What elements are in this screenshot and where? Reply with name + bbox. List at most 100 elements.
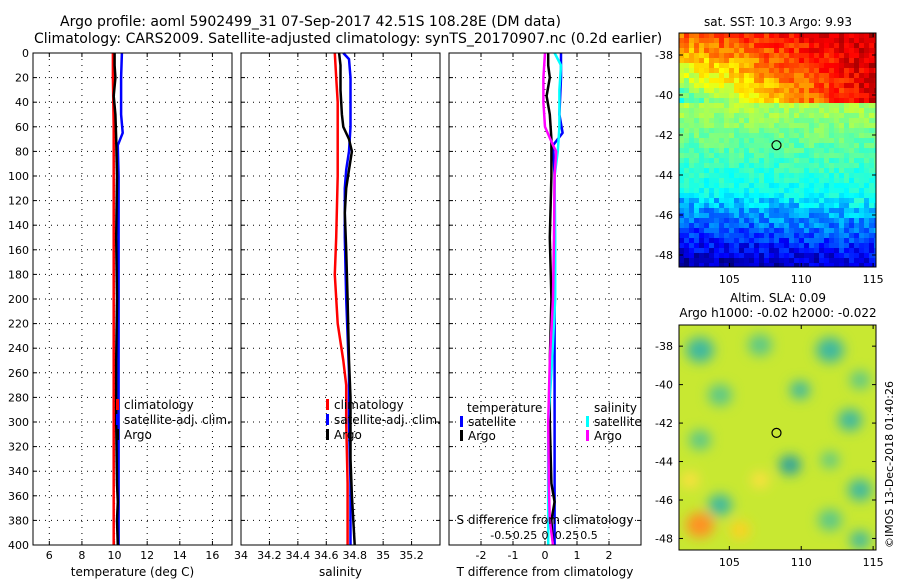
sst-cell: [709, 178, 714, 183]
sst-cell: [744, 188, 749, 193]
sst-cell: [869, 83, 874, 88]
sst-cell: [814, 243, 819, 248]
sst-cell: [799, 183, 804, 188]
sst-cell: [799, 73, 804, 78]
sst-cell: [719, 233, 724, 238]
sst-cell: [874, 48, 876, 53]
sst-cell: [769, 103, 774, 108]
sst-cell: [744, 78, 749, 83]
sst-cell: [684, 263, 689, 267]
x-tick-label: 0: [542, 549, 549, 562]
sst-cell: [774, 83, 779, 88]
sst-cell: [809, 83, 814, 88]
sst-cell: [764, 253, 769, 258]
sst-cell: [844, 83, 849, 88]
sst-cell: [819, 198, 824, 203]
sst-cell: [839, 158, 844, 163]
sst-cell: [679, 113, 684, 118]
sst-cell: [789, 223, 794, 228]
sst-cell: [709, 198, 714, 203]
sst-cell: [794, 113, 799, 118]
sst-cell: [684, 223, 689, 228]
sst-cell: [854, 253, 859, 258]
sst-cell: [739, 178, 744, 183]
sst-cell: [684, 83, 689, 88]
sst-cell: [804, 63, 809, 68]
sst-cell: [759, 48, 764, 53]
sst-cell: [689, 188, 694, 193]
sst-cell: [774, 193, 779, 198]
sst-cell: [754, 203, 759, 208]
sst-cell: [754, 213, 759, 218]
sst-cell: [699, 243, 704, 248]
sst-cell: [864, 118, 869, 123]
sst-cell: [864, 208, 869, 213]
sst-cell: [739, 188, 744, 193]
sst-cell: [839, 123, 844, 128]
sst-cell: [709, 163, 714, 168]
sst-cell: [719, 153, 724, 158]
sst-cell: [829, 43, 834, 48]
sla-anomaly: [686, 337, 714, 363]
sst-cell: [754, 53, 759, 58]
sst-cell: [814, 263, 819, 267]
sst-cell: [709, 33, 714, 38]
sst-cell: [859, 153, 864, 158]
figure-title-line1: Argo profile: aoml 5902499_31 07-Sep-201…: [60, 14, 561, 30]
sst-cell: [729, 243, 734, 248]
sst-cell: [794, 58, 799, 63]
sst-cell: [839, 233, 844, 238]
sst-cell: [839, 243, 844, 248]
sst-cell: [724, 118, 729, 123]
sst-cell: [759, 203, 764, 208]
sst-cell: [809, 168, 814, 173]
sst-cell: [749, 63, 754, 68]
sst-cell: [784, 208, 789, 213]
sst-cell: [814, 168, 819, 173]
secondary-tick-label: 0.25: [555, 529, 580, 542]
sst-cell: [724, 68, 729, 73]
sst-cell: [859, 98, 864, 103]
sst-cell: [699, 133, 704, 138]
sst-cell: [819, 173, 824, 178]
sst-cell: [834, 143, 839, 148]
sst-cell: [799, 108, 804, 113]
sst-cell: [724, 238, 729, 243]
sst-cell: [804, 203, 809, 208]
sst-cell: [794, 123, 799, 128]
sst-cell: [789, 238, 794, 243]
sst-cell: [814, 248, 819, 253]
sst-cell: [829, 208, 834, 213]
sst-cell: [764, 243, 769, 248]
sst-cell: [729, 248, 734, 253]
sst-cell: [709, 58, 714, 63]
sst-cell: [739, 133, 744, 138]
sst-cell: [814, 158, 819, 163]
sst-cell: [769, 168, 774, 173]
sst-cell: [704, 148, 709, 153]
sst-cell: [854, 223, 859, 228]
sst-cell: [839, 208, 844, 213]
sst-cell: [729, 203, 734, 208]
sst-cell: [709, 193, 714, 198]
sst-cell: [789, 188, 794, 193]
sst-cell: [864, 253, 869, 258]
sst-cell: [679, 218, 684, 223]
sst-cell: [819, 163, 824, 168]
sst-cell: [839, 163, 844, 168]
sst-cell: [704, 208, 709, 213]
sst-cell: [789, 243, 794, 248]
sst-cell: [749, 218, 754, 223]
sst-cell: [719, 183, 724, 188]
sst-cell: [774, 133, 779, 138]
sst-cell: [679, 228, 684, 233]
sst-cell: [749, 98, 754, 103]
sst-cell: [874, 108, 876, 113]
sst-cell: [874, 83, 876, 88]
sst-cell: [844, 58, 849, 63]
sst-cell: [809, 158, 814, 163]
sst-cell: [849, 133, 854, 138]
sst-cell: [864, 138, 869, 143]
x-axis-label: temperature (deg C): [71, 565, 194, 579]
sst-cell: [789, 48, 794, 53]
